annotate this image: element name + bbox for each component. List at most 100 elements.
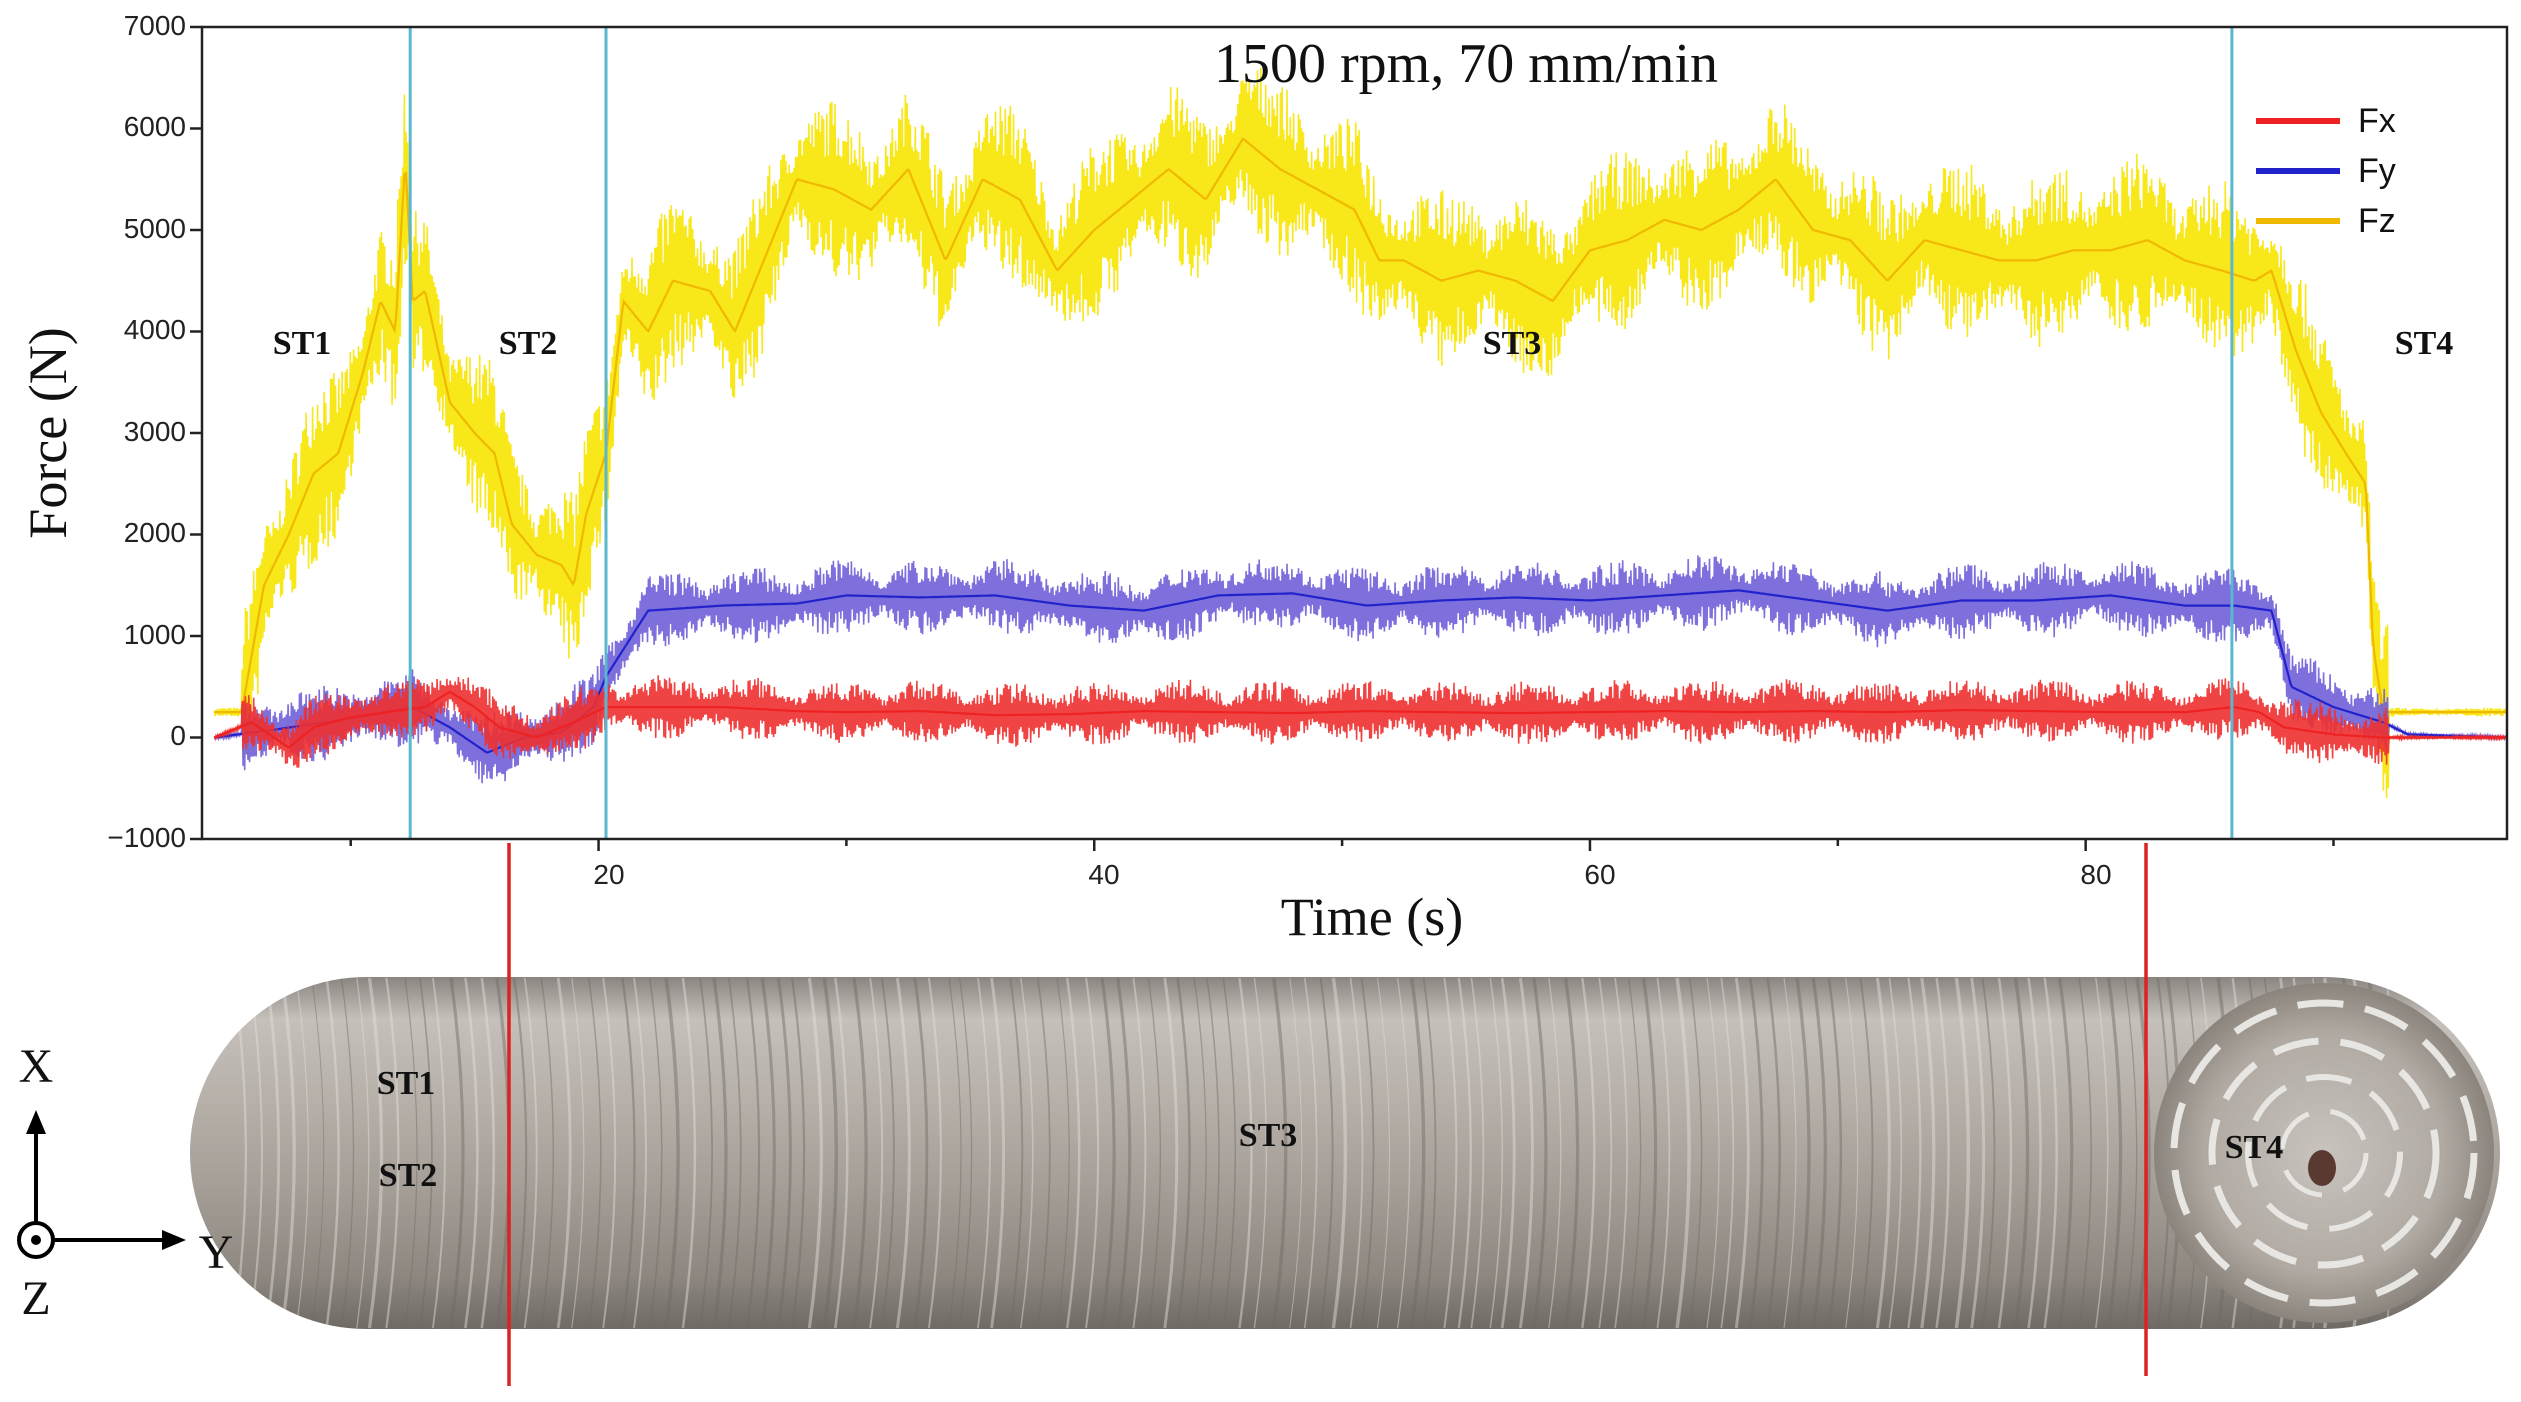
rod-surface-layer [556,977,572,1329]
rod-surface-layer [1888,977,1903,1329]
series-fx-band [213,675,2507,768]
rod-surface-layer [1748,977,1764,1329]
rod-surface-layer [1085,977,1100,1329]
rod-surface-layer [2058,977,2074,1329]
rod-surface-layer [1981,977,1996,1329]
rod-surface-layer [280,977,296,1329]
series-fx-line [213,690,2507,749]
legend-label: Fx [2358,102,2396,140]
rod-surface-layer [822,977,839,1329]
rod-surface-layer [2135,977,2151,1329]
rod-surface-layer [990,977,1006,1329]
rod-surface-layer [325,977,340,1329]
y-tick-label: 3000 [124,416,186,447]
rod-surface-layer [1100,977,1116,1329]
rod-surface-layer [712,977,728,1329]
rod-surface-layer [1457,977,1472,1329]
legend: Fx Fy Fz [2256,102,2396,240]
rod-surface-layer [1360,977,1375,1329]
rod-surface-layer [1470,977,1485,1329]
rod-surface-layer [958,977,973,1329]
rod-surface-layer [1907,977,1922,1329]
rod-surface-layer [621,977,636,1329]
rod-surface-layer [776,977,792,1329]
rod-surface-layer [1581,977,1596,1329]
rod-surface-layer [1532,977,1548,1329]
rod-surface-layer [927,977,942,1329]
rod-surface-layer [1518,977,1534,1329]
legend-entry-fx: Fx [2256,102,2396,140]
rod-surface-layer [404,977,418,1329]
rod-surface-layer [602,977,617,1329]
rod-surface-layer [1642,977,1658,1329]
rod-surface-layer [699,977,713,1329]
rod-surface-layer [1193,977,1207,1329]
rod-surface-layer [1598,977,1613,1329]
legend-label: Fz [2358,202,2396,240]
rod-surface-layer [540,977,554,1329]
rod-surface-layer [1222,977,1237,1329]
rod-body [190,977,2500,1329]
stage-label-st4: ST4 [2395,325,2454,362]
x-tick-label: 20 [593,859,624,890]
rod-surface-layer [1734,977,1750,1329]
x-tick-label: 80 [2080,859,2111,890]
rod-surface-layer [249,977,263,1329]
rod-surface-layer [681,977,697,1329]
rod-surface-layer [760,977,776,1329]
rod-surface-layer [1132,977,1147,1329]
rod-surface-layer [1147,977,1162,1329]
rod-surface-layer [633,977,647,1329]
rod-surface-layer [480,977,496,1329]
rod-surface-layer [664,977,680,1329]
end-face-ring [2279,1108,2369,1198]
rod-surface-layer [1720,977,1735,1329]
x-axis-title: Time (s) [1281,887,1464,947]
rod-surface-layer [1614,977,1628,1329]
rod-surface-layer [1627,977,1642,1329]
y-tick-label: −1000 [107,822,186,853]
rod-surface-layer [1020,977,1034,1329]
series-fx [213,675,2507,768]
rod-surface-layer [1564,977,1580,1329]
rod-surface-layer [869,977,884,1329]
rod-surface-layer [977,977,991,1329]
series-fz [213,67,2507,799]
rod-surface-layer [2013,977,2030,1329]
rod-surface-layer [746,977,761,1329]
rod-surface-layer [1675,977,1691,1329]
rod-surface-layer [1970,977,1986,1329]
rod-surface-layer [2095,977,2109,1329]
rod-surface-layer [1443,977,1458,1329]
rod-surface-layer [1859,977,1874,1329]
rod-surface-layer [1116,977,1132,1329]
rod-surface-layer [1349,977,1364,1329]
rod-surface-layer [1396,977,1411,1329]
rod-surface-layer [1875,977,1891,1329]
photo-label-st2: ST2 [379,1157,438,1194]
rod-surface-layer [1422,977,1437,1329]
rod-surface-layers [232,977,2400,1329]
rod-surface-layer [1688,977,1703,1329]
rod-surface-layer [295,977,309,1329]
rod-surface-layer [1845,977,1859,1329]
photo-label-st4: ST4 [2225,1129,2284,1166]
rod-end-face [2154,983,2494,1323]
rod-surface-layer [1163,977,1179,1329]
rod-surface-layer [1920,977,1936,1329]
stage-label-st3: ST3 [1483,325,1542,362]
rod-surface-layer [834,977,849,1329]
legend-entry-fy: Fy [2256,152,2396,190]
tick-marks [190,25,2335,851]
end-face-ring [2245,1074,2403,1232]
legend-entry-fz: Fz [2256,202,2396,240]
rod-surface-layer [588,977,602,1329]
x-tick-label: 40 [1088,859,1119,890]
rod-surface-layer [449,977,465,1329]
end-face-ring [2170,999,2478,1307]
rod-surface-layer [895,977,911,1329]
rod-surface-layer [265,977,281,1329]
y-tick-label: 2000 [124,517,186,548]
rod-surface-layer [2027,977,2042,1329]
